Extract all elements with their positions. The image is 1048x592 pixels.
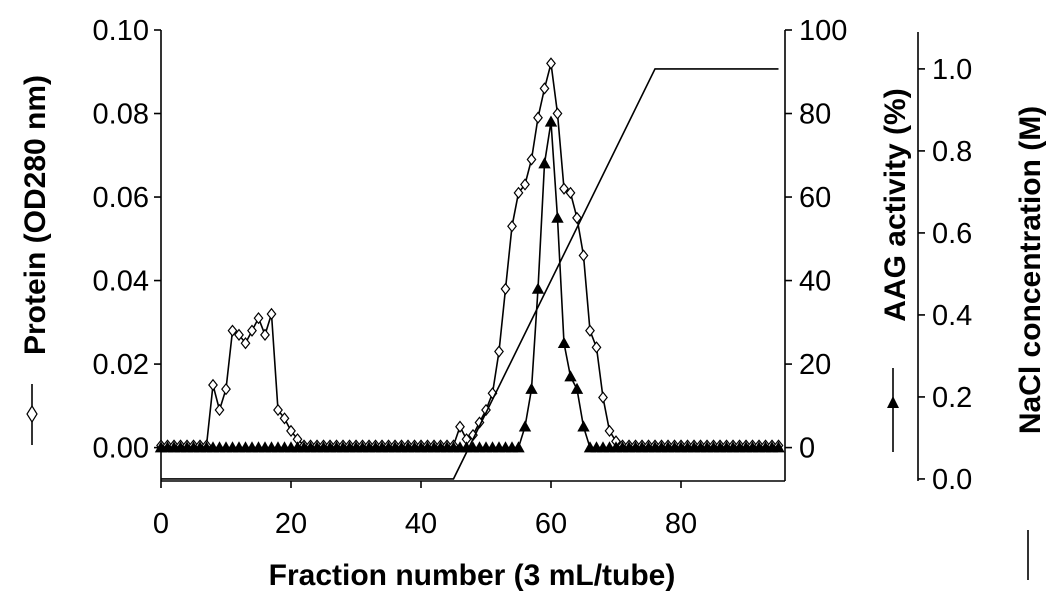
data-point-protein [585, 324, 595, 337]
y-axis-title-protein: Protein (OD280 nm) [19, 75, 52, 355]
data-point-protein [507, 220, 517, 233]
data-point-protein [565, 186, 576, 200]
y-left-tick-label: 0.10 [93, 15, 149, 47]
y-right1-tick-label: 20 [799, 349, 831, 381]
data-point-aag-activity [577, 420, 590, 432]
data-point-protein [221, 382, 231, 396]
data-point-aag-activity [538, 157, 551, 169]
x-axis-title: Fraction number (3 mL/tube) [269, 559, 676, 592]
series-line-nacl-concentration-m [161, 68, 779, 480]
y-right2-tick-label: 0.4 [932, 300, 972, 332]
y-left-tick-label: 0.04 [93, 266, 149, 298]
data-point-protein [279, 412, 290, 425]
x-tick-label: 60 [535, 508, 567, 540]
data-point-aag-activity [544, 115, 558, 127]
data-point-protein [559, 182, 569, 195]
data-point-aag-activity [518, 420, 532, 432]
x-tick-label: 80 [665, 508, 697, 540]
data-point-protein [598, 391, 608, 404]
data-point-protein [526, 153, 537, 166]
data-point-aag-activity [772, 441, 785, 453]
data-point-protein [286, 424, 296, 438]
data-point-aag-activity [564, 370, 577, 382]
data-point-aag-activity [512, 441, 525, 453]
data-point-protein [494, 345, 504, 358]
data-point-protein [455, 420, 465, 433]
y-right2-tick-label: 0.8 [932, 136, 972, 168]
axes: 0.00 0.02 0.04 0.06 0.08 0.10 0 20 40 60 80 0 20 40 60… [93, 15, 973, 540]
data-point-protein [253, 311, 264, 325]
series-line-aag-activity [161, 121, 779, 449]
data-point-protein [273, 403, 283, 417]
data-point-protein [260, 328, 270, 342]
data-point-protein [266, 307, 277, 321]
data-point-protein [578, 249, 589, 262]
data-point-protein [572, 211, 582, 225]
data-point-protein [247, 324, 257, 337]
y-axis-title-aag-activity: AAG activity (%) [879, 88, 912, 321]
y-left-tick-label: 0.06 [93, 182, 149, 214]
y-left-tick-label: 0.02 [93, 349, 149, 381]
legend-marker-aag [887, 396, 899, 408]
data-point-protein [214, 403, 225, 417]
data-point-aag-activity [551, 211, 564, 223]
y-right2-tick-label: 1.0 [932, 54, 972, 86]
data-point-protein [533, 111, 543, 124]
y-right1-tick-label: 80 [799, 99, 831, 131]
y-left-tick-label: 0.08 [93, 99, 149, 131]
y-right1-tick-label: 100 [799, 15, 847, 47]
data-point-protein [500, 282, 511, 296]
y-left-tick-label: 0.00 [93, 433, 149, 465]
data-point-aag-activity [525, 382, 538, 394]
y-right2-tick-label: 0.6 [932, 218, 972, 250]
y-right1-tick-label: 0 [799, 433, 815, 465]
data-point-protein [591, 341, 602, 354]
y-right2-tick-label: 0.2 [932, 382, 972, 414]
data-point-protein [234, 328, 244, 342]
legend-marker-protein [26, 404, 38, 424]
data-point-protein [552, 107, 563, 120]
y-axis-title-nacl: NaCl concentration (M) [1014, 106, 1047, 434]
data-point-protein [240, 337, 251, 350]
data-point-aag-activity [531, 282, 545, 294]
y-right2-tick-label: 0.0 [932, 464, 972, 496]
data-point-protein [604, 424, 615, 438]
data-point-protein [227, 324, 238, 337]
y-right1-tick-label: 60 [799, 182, 831, 214]
x-tick-label: 0 [153, 508, 169, 540]
axis-legend-markers [26, 368, 1029, 580]
y-right1-tick-label: 40 [799, 266, 831, 298]
x-tick-label: 40 [405, 508, 437, 540]
series-line-protein-od280-nm [161, 63, 779, 447]
data-point-protein [546, 57, 556, 70]
data-point-protein [539, 82, 550, 95]
data-point-protein [520, 178, 530, 191]
data-point-protein [208, 378, 218, 392]
series-layer [154, 57, 785, 480]
x-tick-label: 20 [275, 508, 307, 540]
data-point-aag-activity [570, 382, 584, 394]
data-point-aag-activity [557, 336, 571, 348]
data-point-protein [513, 186, 524, 200]
